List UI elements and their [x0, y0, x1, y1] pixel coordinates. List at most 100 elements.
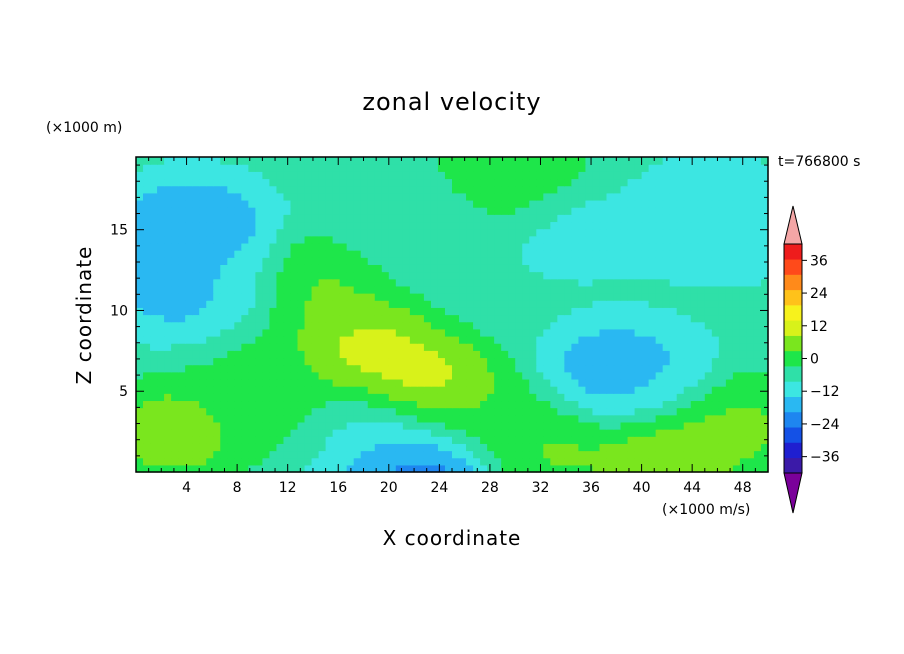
- field-cell: [339, 307, 348, 316]
- field-cell: [564, 228, 572, 237]
- field-cell: [620, 207, 629, 215]
- field-cell: [466, 371, 474, 380]
- field-cell: [550, 400, 558, 409]
- field-cell: [234, 436, 242, 444]
- field-cell: [641, 285, 650, 294]
- field-cell: [599, 171, 608, 180]
- field-cell: [241, 192, 249, 201]
- field-cell: [683, 285, 692, 294]
- field-cell: [227, 300, 235, 308]
- field-cell: [220, 242, 228, 251]
- field-cell: [697, 228, 706, 237]
- field-cell: [515, 192, 523, 201]
- field-cell: [529, 314, 537, 323]
- field-cell: [732, 371, 741, 380]
- field-cell: [452, 257, 460, 265]
- field-cell: [227, 314, 235, 323]
- field-cell: [515, 335, 523, 344]
- field-cell: [515, 393, 523, 402]
- field-cell: [416, 436, 425, 444]
- field-cell: [571, 228, 579, 237]
- field-cell: [536, 378, 544, 387]
- field-cell: [304, 207, 313, 215]
- field-cell: [627, 171, 636, 180]
- field-cell: [725, 285, 734, 294]
- field-cell: [578, 285, 587, 294]
- field-cell: [536, 164, 544, 172]
- field-cell: [466, 429, 474, 437]
- field-cell: [564, 207, 572, 215]
- field-cell: [304, 300, 313, 308]
- field-cell: [220, 171, 228, 180]
- field-cell: [697, 378, 706, 387]
- field-cell: [697, 264, 706, 273]
- field-cell: [150, 407, 158, 416]
- field-cell: [304, 285, 313, 294]
- field-cell: [444, 214, 453, 223]
- field-cell: [346, 207, 355, 215]
- field-cell: [388, 214, 397, 223]
- field-cell: [262, 271, 271, 280]
- field-cell: [360, 364, 369, 373]
- field-cell: [543, 264, 551, 273]
- field-cell: [620, 221, 629, 230]
- field-cell: [515, 199, 523, 208]
- field-cell: [592, 400, 601, 409]
- field-cell: [627, 450, 636, 459]
- field-cell: [206, 178, 214, 187]
- field-cell: [206, 228, 214, 237]
- z-tick-label: 15: [110, 223, 128, 239]
- field-cell: [473, 321, 481, 330]
- field-cell: [381, 414, 390, 423]
- field-cell: [136, 228, 144, 237]
- field-cell: [508, 343, 516, 351]
- field-cell: [290, 457, 299, 466]
- field-cell: [297, 343, 306, 351]
- field-cell: [697, 414, 706, 423]
- field-cell: [732, 307, 741, 316]
- field-cell: [360, 199, 369, 208]
- field-cell: [676, 371, 685, 380]
- field-cell: [473, 285, 481, 294]
- field-cell: [206, 464, 214, 473]
- field-cell: [718, 264, 727, 273]
- field-cell: [655, 421, 664, 430]
- field-cell: [374, 157, 383, 165]
- field-cell: [304, 364, 313, 373]
- field-cell: [578, 400, 587, 409]
- x-tick-label: 16: [329, 480, 347, 496]
- field-cell: [402, 157, 411, 165]
- field-cell: [395, 357, 404, 366]
- colorbar-band: [784, 335, 802, 352]
- field-cell: [206, 414, 214, 423]
- field-cell: [276, 343, 285, 351]
- field-cell: [304, 178, 313, 187]
- field-cell: [227, 207, 235, 215]
- field-cell: [360, 314, 369, 323]
- field-cell: [192, 393, 200, 402]
- field-cell: [255, 300, 263, 308]
- field-cell: [571, 264, 579, 273]
- field-cell: [360, 235, 369, 244]
- field-cell: [213, 414, 221, 423]
- field-cell: [346, 321, 355, 330]
- field-cell: [318, 457, 327, 466]
- field-cell: [515, 242, 523, 251]
- field-cell: [213, 343, 221, 351]
- field-cell: [402, 214, 411, 223]
- field-cell: [760, 343, 769, 351]
- field-cell: [416, 421, 425, 430]
- field-cell: [206, 185, 214, 194]
- field-cell: [248, 457, 256, 466]
- field-cell: [185, 221, 193, 230]
- field-cell: [311, 357, 320, 366]
- field-cell: [620, 371, 629, 380]
- field-cell: [690, 314, 699, 323]
- field-cell: [669, 192, 678, 201]
- field-cell: [620, 407, 629, 416]
- field-cell: [367, 386, 376, 394]
- field-cell: [318, 221, 327, 230]
- field-cell: [269, 157, 278, 165]
- field-cell: [318, 293, 327, 301]
- field-cell: [178, 192, 186, 201]
